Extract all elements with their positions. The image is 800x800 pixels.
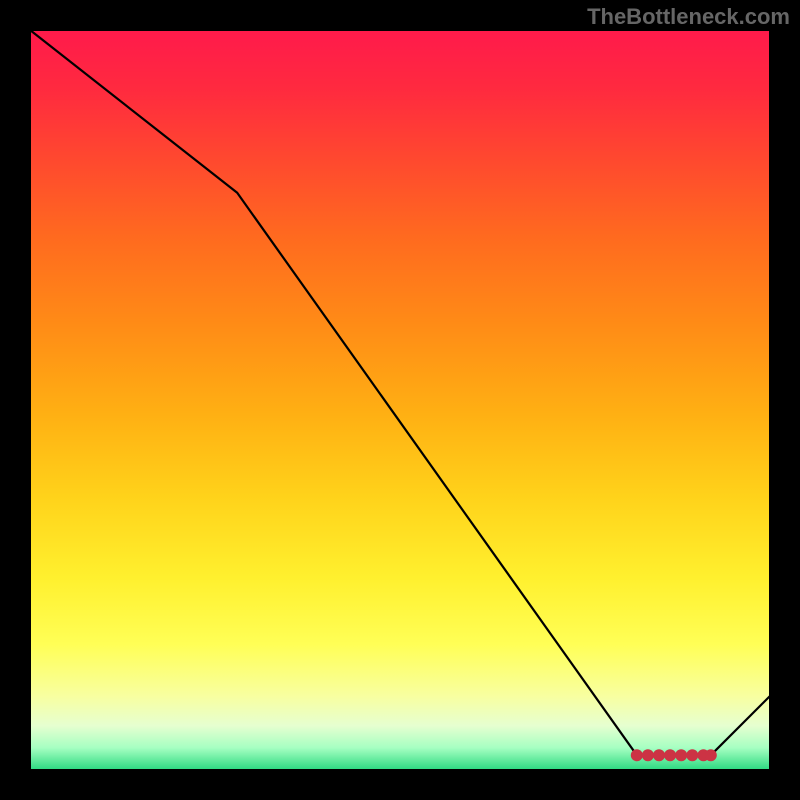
bottleneck-chart [0,0,800,800]
marker-point [705,749,717,761]
marker-point [642,749,654,761]
chart-container: TheBottleneck.com [0,0,800,800]
marker-point [653,749,665,761]
bottleneck-markers [631,749,717,761]
marker-point [675,749,687,761]
plot-background [30,30,770,770]
watermark-text: TheBottleneck.com [587,4,790,30]
marker-point [631,749,643,761]
marker-point [686,749,698,761]
marker-point [664,749,676,761]
